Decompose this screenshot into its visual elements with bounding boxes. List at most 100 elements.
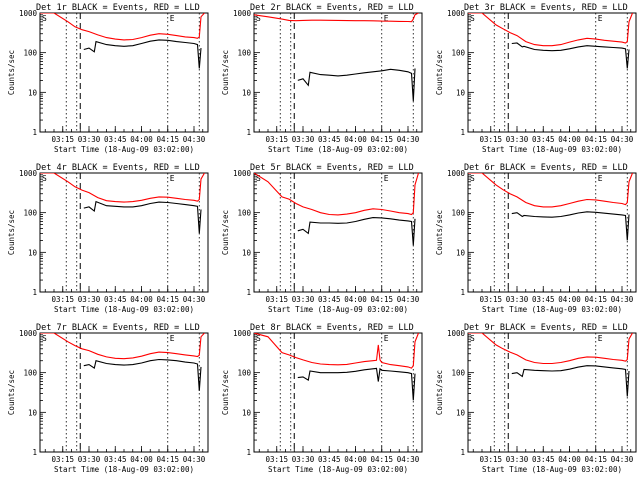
- series-line-lld: [468, 173, 634, 208]
- x-tick-label: 03:30: [78, 295, 101, 304]
- y-axis-label: Counts/sec: [221, 370, 230, 415]
- start-marker-label: S: [256, 334, 261, 343]
- x-tick-label: 03:45: [104, 295, 127, 304]
- series-line-lld: [40, 173, 205, 203]
- x-tick-label: 03:15: [51, 455, 74, 464]
- x-tick-label: 04:00: [558, 295, 581, 304]
- panel-title: Det 4r BLACK = Events, RED = LLD: [36, 163, 200, 173]
- y-tick-label: 10: [242, 248, 252, 257]
- x-tick-label: 04:15: [156, 455, 179, 464]
- y-tick-label: 1: [246, 448, 251, 457]
- x-tick-label: 03:30: [292, 135, 315, 144]
- series-line-lld: [40, 333, 205, 360]
- x-tick-label: 03:30: [506, 455, 529, 464]
- chart-panel-7: Det 7r BLACK = Events, RED = LLD 1 10 100 10…: [7, 323, 209, 474]
- start-marker-label: S: [470, 334, 475, 343]
- panel-title: Det 5r BLACK = Events, RED = LLD: [250, 163, 414, 173]
- start-marker-label: S: [42, 14, 47, 23]
- y-tick-label: 1000: [447, 9, 466, 18]
- y-tick-label: 100: [23, 369, 37, 378]
- series-line-events: [297, 367, 416, 401]
- y-axis-label: Counts/sec: [435, 210, 444, 255]
- x-tick-label: 04:15: [156, 295, 179, 304]
- x-tick-label: 03:30: [506, 295, 529, 304]
- y-tick-label: 10: [456, 408, 466, 417]
- x-tick-label: 04:30: [611, 455, 634, 464]
- y-tick-label: 1: [460, 128, 465, 137]
- series-line-lld: [254, 13, 419, 23]
- series-line-events: [511, 42, 630, 69]
- x-tick-label: 04:30: [183, 295, 206, 304]
- y-tick-label: 10: [242, 88, 252, 97]
- x-axis-label: Start Time (18-Aug-09 03:02:00): [482, 145, 622, 154]
- y-tick-label: 1000: [447, 329, 466, 338]
- chart-panel-6: Det 6r BLACK = Events, RED = LLD 1 10 100 10…: [435, 163, 637, 314]
- y-tick-label: 10: [28, 248, 38, 257]
- y-tick-label: 1000: [233, 329, 252, 338]
- y-tick-label: 1: [32, 448, 37, 457]
- chart-panel-4: Det 4r BLACK = Events, RED = LLD 1 10 100 10…: [7, 163, 209, 314]
- panel-title: Det 1r BLACK = Events, RED = LLD: [36, 3, 200, 13]
- x-tick-label: 03:45: [104, 135, 127, 144]
- series-line-lld: [40, 13, 205, 41]
- x-tick-label: 04:00: [344, 295, 367, 304]
- x-tick-label: 03:45: [532, 135, 555, 144]
- end-marker-label: E: [384, 334, 389, 343]
- end-marker-label: E: [598, 334, 603, 343]
- end-marker-label: E: [384, 14, 389, 23]
- y-tick-label: 100: [451, 209, 465, 218]
- panel-title: Det 6r BLACK = Events, RED = LLD: [464, 163, 628, 173]
- x-tick-label: 03:15: [265, 455, 288, 464]
- y-tick-label: 100: [237, 49, 251, 58]
- x-tick-label: 04:15: [156, 135, 179, 144]
- x-tick-label: 03:15: [479, 455, 502, 464]
- x-axis-label: Start Time (18-Aug-09 03:02:00): [268, 145, 408, 154]
- series-line-lld: [254, 173, 420, 216]
- y-axis-label: Counts/sec: [435, 50, 444, 95]
- start-marker-label: S: [470, 174, 475, 183]
- x-tick-label: 03:30: [78, 135, 101, 144]
- series-line-events: [83, 200, 202, 234]
- x-tick-label: 03:15: [265, 135, 288, 144]
- x-tick-label: 03:45: [532, 295, 555, 304]
- x-tick-label: 04:30: [183, 455, 206, 464]
- series-line-events: [83, 358, 202, 391]
- y-tick-label: 100: [451, 49, 465, 58]
- x-axis-label: Start Time (18-Aug-09 03:02:00): [268, 465, 408, 474]
- x-tick-label: 04:30: [183, 135, 206, 144]
- series-line-lld: [254, 333, 420, 369]
- x-tick-label: 03:15: [265, 295, 288, 304]
- x-tick-label: 03:15: [51, 135, 74, 144]
- x-tick-label: 04:15: [584, 135, 607, 144]
- x-axis-label: Start Time (18-Aug-09 03:02:00): [54, 305, 194, 314]
- x-tick-label: 03:30: [506, 135, 529, 144]
- x-tick-label: 04:00: [130, 455, 153, 464]
- chart-panel-9: Det 9r BLACK = Events, RED = LLD 1 10 100 10…: [435, 323, 637, 474]
- x-tick-label: 04:15: [370, 135, 393, 144]
- chart-panel-2: Det 2r BLACK = Events, RED = LLD 1 10 100 10…: [221, 3, 423, 154]
- plot-frame: [39, 172, 209, 293]
- y-tick-label: 1: [32, 128, 37, 137]
- panel-title: Det 7r BLACK = Events, RED = LLD: [36, 323, 200, 333]
- series-line-events: [83, 39, 202, 69]
- chart-panel-3: Det 3r BLACK = Events, RED = LLD 1 10 100 10…: [435, 3, 637, 154]
- end-marker-label: E: [598, 174, 603, 183]
- plot-frame: [39, 12, 209, 133]
- y-tick-label: 100: [23, 49, 37, 58]
- x-tick-label: 04:00: [130, 295, 153, 304]
- start-marker-label: S: [470, 14, 475, 23]
- plot-frame: [39, 332, 209, 453]
- plot-frame: [253, 332, 423, 453]
- x-axis-label: Start Time (18-Aug-09 03:02:00): [482, 465, 622, 474]
- x-tick-label: 03:45: [318, 295, 341, 304]
- x-tick-label: 03:45: [318, 455, 341, 464]
- x-tick-label: 03:45: [318, 135, 341, 144]
- x-tick-label: 04:30: [397, 295, 420, 304]
- x-tick-label: 04:30: [397, 455, 420, 464]
- y-tick-label: 1: [246, 288, 251, 297]
- y-tick-label: 1000: [233, 169, 252, 178]
- x-axis-label: Start Time (18-Aug-09 03:02:00): [54, 465, 194, 474]
- plot-frame: [253, 172, 423, 293]
- x-tick-label: 03:30: [292, 295, 315, 304]
- x-axis-label: Start Time (18-Aug-09 03:02:00): [54, 145, 194, 154]
